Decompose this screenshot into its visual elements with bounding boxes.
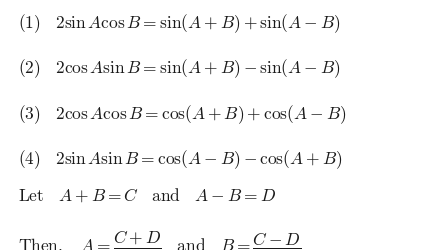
Text: $\mathrm{Let}\quad A+B=C\quad \mathrm{and}\quad A-B=D$: $\mathrm{Let}\quad A+B=C\quad \mathrm{an… bbox=[18, 186, 275, 204]
Text: $(1)\quad 2\sin A\cos B = \sin(A+B)+\sin(A-B)$: $(1)\quad 2\sin A\cos B = \sin(A+B)+\sin… bbox=[18, 12, 339, 35]
Text: $(2)\quad 2\cos A\sin B = \sin(A+B)-\sin(A-B)$: $(2)\quad 2\cos A\sin B = \sin(A+B)-\sin… bbox=[18, 58, 339, 80]
Text: $(3)\quad 2\cos A\cos B = \cos(A+B)+\cos(A-B)$: $(3)\quad 2\cos A\cos B = \cos(A+B)+\cos… bbox=[18, 102, 345, 125]
Text: $\mathrm{Then,}\quad A = \dfrac{C+D}{2}\quad \mathrm{and}\quad B = \dfrac{C-D}{2: $\mathrm{Then,}\quad A = \dfrac{C+D}{2}\… bbox=[18, 228, 300, 250]
Text: $(4)\quad 2\sin A\sin B = \cos(A-B)-\cos(A+B)$: $(4)\quad 2\sin A\sin B = \cos(A-B)-\cos… bbox=[18, 148, 341, 170]
